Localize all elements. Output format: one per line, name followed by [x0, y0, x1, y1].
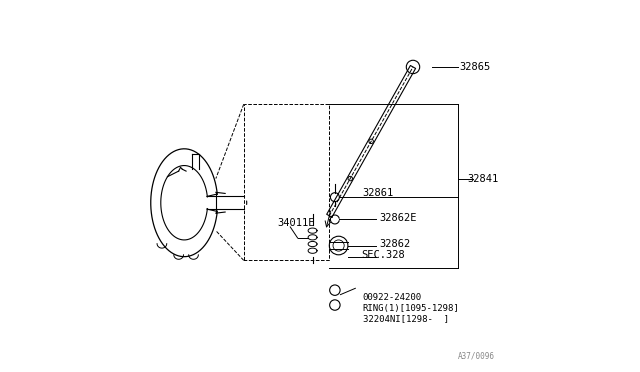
- Text: 32862: 32862: [380, 239, 411, 248]
- Text: 32204NI[1298-  ]: 32204NI[1298- ]: [363, 314, 449, 323]
- Text: 34011E: 34011E: [277, 218, 315, 228]
- Text: 00922-24200: 00922-24200: [363, 293, 422, 302]
- Text: 32862E: 32862E: [380, 213, 417, 222]
- Text: RING(1)[1095-1298]: RING(1)[1095-1298]: [363, 304, 460, 312]
- Text: 32861: 32861: [363, 189, 394, 198]
- Text: SEC.328: SEC.328: [361, 250, 404, 260]
- Text: A37/0096: A37/0096: [458, 352, 495, 361]
- Text: 32865: 32865: [460, 62, 491, 72]
- Text: 32841: 32841: [467, 174, 498, 183]
